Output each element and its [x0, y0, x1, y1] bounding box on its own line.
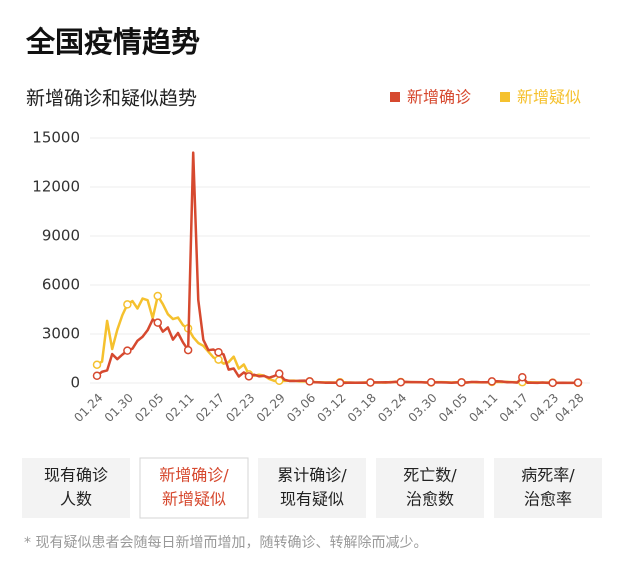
chart-title: 新增确诊和疑似趋势 — [26, 88, 197, 110]
x-tick-label: 03.18 — [345, 391, 379, 425]
series-marker — [305, 377, 314, 386]
tab-background — [139, 457, 249, 519]
series-line — [96, 294, 579, 385]
series-marker — [457, 378, 466, 387]
tab-label: 新增疑似 — [162, 490, 226, 509]
tab-label: 病死率/ — [521, 466, 575, 485]
x-tick-label: 04.05 — [436, 391, 470, 425]
series-marker — [214, 347, 223, 357]
x-tick-label: 04.28 — [552, 391, 586, 425]
x-tick-label: 02.17 — [193, 391, 227, 425]
page-title: 全国疫情趋势 — [25, 25, 200, 59]
x-tick-label: 02.23 — [223, 391, 257, 425]
tab[interactable]: 新增确诊/新增疑似 — [139, 457, 249, 519]
y-tick-label: 6000 — [42, 276, 80, 294]
x-tick-label: 03.06 — [284, 391, 318, 425]
series-marker — [396, 377, 406, 387]
tab-label: 死亡数/ — [403, 466, 457, 485]
series-marker — [92, 371, 102, 380]
series-marker — [487, 377, 497, 386]
series-marker — [366, 378, 375, 387]
tab-background — [376, 458, 484, 518]
x-tick-label: 02.11 — [163, 391, 197, 425]
tab-label: 现有疑似 — [280, 490, 344, 509]
series-marker — [123, 300, 132, 309]
x-tick-label: 01.24 — [71, 391, 105, 425]
tab[interactable]: 病死率/治愈率 — [494, 458, 602, 518]
series-marker — [214, 355, 223, 364]
x-tick-label: 01.30 — [102, 391, 136, 425]
legend-label: 新增疑似 — [517, 88, 581, 107]
y-tick-label: 9000 — [42, 227, 80, 245]
tab-label: 现有确诊 — [44, 466, 108, 485]
legend-swatch — [390, 92, 400, 102]
series-marker — [548, 378, 557, 388]
series-marker — [275, 369, 284, 378]
y-tick-label: 15000 — [32, 129, 80, 147]
tab-background — [494, 458, 602, 518]
series-marker — [518, 373, 527, 382]
series-marker — [244, 372, 254, 381]
tab-label: 治愈率 — [524, 490, 572, 509]
series-marker — [335, 378, 345, 388]
series-marker — [573, 378, 583, 387]
series-marker — [92, 360, 102, 369]
x-tick-label: 03.12 — [314, 391, 348, 425]
x-tick-label: 03.30 — [406, 391, 440, 425]
x-tick-label: 03.24 — [375, 391, 409, 425]
tab-label: 人数 — [60, 490, 92, 509]
footnote: * 现有疑似患者会随每日新增而增加，随转确诊、转解除而减少。 — [24, 535, 427, 551]
x-tick-label: 04.17 — [497, 391, 531, 425]
series-marker — [123, 346, 132, 355]
tab-label: 新增确诊/ — [159, 466, 229, 485]
legend-swatch — [500, 92, 510, 102]
y-tick-label: 3000 — [42, 325, 80, 343]
tab-background — [258, 458, 366, 518]
y-tick-label: 12000 — [32, 178, 80, 196]
series-marker — [153, 291, 163, 301]
tab[interactable]: 死亡数/治愈数 — [376, 458, 484, 518]
series-marker — [426, 377, 436, 387]
x-tick-label: 02.05 — [132, 391, 166, 425]
x-tick-label: 04.11 — [466, 391, 500, 425]
y-tick-label: 0 — [70, 374, 80, 392]
tab-label: 治愈数 — [406, 490, 454, 509]
tab-background — [22, 458, 130, 518]
x-tick-label: 02.29 — [254, 391, 288, 425]
series-marker — [153, 318, 163, 327]
tab[interactable]: 累计确诊/现有疑似 — [258, 458, 366, 518]
tab-label: 累计确诊/ — [277, 466, 347, 485]
legend-label: 新增确诊 — [407, 88, 471, 107]
series-marker — [183, 345, 193, 355]
